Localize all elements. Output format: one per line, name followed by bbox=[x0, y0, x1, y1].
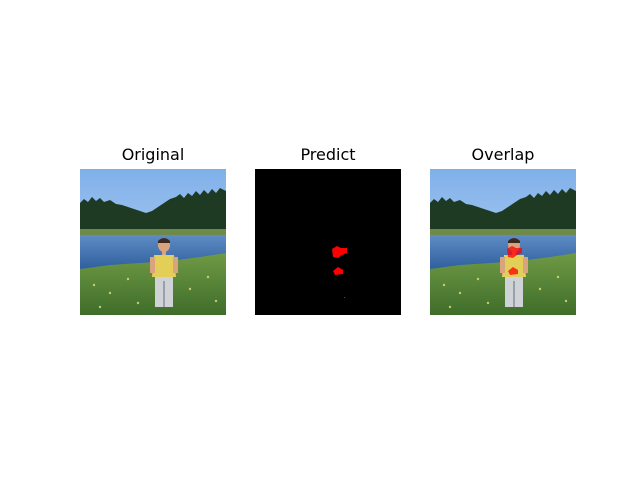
panel-title-original: Original bbox=[121, 145, 185, 164]
boy bbox=[500, 238, 528, 307]
original-image bbox=[80, 169, 226, 315]
mask-region-speck bbox=[344, 297, 345, 298]
wildflowers bbox=[92, 275, 218, 309]
panel-title-predict: Predict bbox=[300, 145, 356, 164]
overlap-scene bbox=[430, 169, 576, 315]
grass-field bbox=[80, 253, 226, 315]
mask-region-hand bbox=[333, 267, 343, 275]
predict-mask-image bbox=[255, 169, 401, 315]
wildflowers bbox=[442, 275, 568, 309]
far-shore bbox=[430, 229, 576, 235]
overlay-mask bbox=[507, 246, 522, 275]
mask-background bbox=[255, 169, 401, 315]
predict-mask bbox=[255, 169, 401, 315]
mask-region-face bbox=[332, 246, 347, 258]
tree-line bbox=[80, 188, 226, 233]
panel-title-overlap: Overlap bbox=[471, 145, 535, 164]
far-shore bbox=[80, 229, 226, 235]
overlay-region-hand bbox=[508, 267, 518, 275]
grass-field bbox=[430, 253, 576, 315]
overlap-image bbox=[430, 169, 576, 315]
original-scene bbox=[80, 169, 226, 315]
tree-line bbox=[430, 188, 576, 233]
overlay-region-face bbox=[507, 246, 522, 258]
boy bbox=[150, 238, 178, 307]
